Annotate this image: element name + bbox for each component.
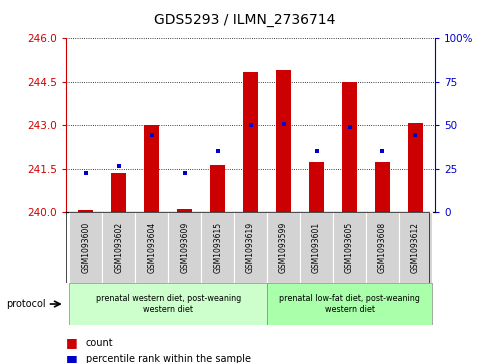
Bar	[69, 212, 102, 283]
Text: GSM1093604: GSM1093604	[147, 222, 156, 273]
Text: GSM1093602: GSM1093602	[114, 222, 123, 273]
Text: ■: ■	[66, 337, 78, 350]
Text: percentile rank within the sample: percentile rank within the sample	[85, 354, 250, 363]
Text: GSM1093615: GSM1093615	[213, 222, 222, 273]
Bar	[69, 283, 266, 325]
Text: count: count	[85, 338, 113, 348]
Text: prenatal low-fat diet, post-weaning
western diet: prenatal low-fat diet, post-weaning west…	[279, 294, 419, 314]
Bar	[144, 125, 159, 212]
Text: GDS5293 / ILMN_2736714: GDS5293 / ILMN_2736714	[154, 13, 334, 27]
Text: prenatal western diet, post-weaning
western diet: prenatal western diet, post-weaning west…	[95, 294, 240, 314]
Bar	[266, 212, 300, 283]
Text: GSM1093609: GSM1093609	[180, 222, 189, 273]
Bar	[234, 212, 266, 283]
Bar	[276, 70, 290, 212]
Bar	[243, 72, 258, 212]
Bar	[300, 212, 332, 283]
Bar	[102, 212, 135, 283]
Text: protocol: protocol	[6, 299, 45, 309]
Bar	[398, 212, 431, 283]
Bar	[332, 212, 365, 283]
Bar	[210, 165, 224, 212]
Bar	[374, 162, 389, 212]
Bar	[266, 283, 431, 325]
Text: GSM1093601: GSM1093601	[311, 222, 321, 273]
Bar	[308, 162, 323, 212]
Bar	[407, 123, 422, 212]
Bar	[365, 212, 398, 283]
Text: GSM1093608: GSM1093608	[377, 222, 386, 273]
Text: ■: ■	[66, 353, 78, 363]
Text: GSM1093600: GSM1093600	[81, 222, 90, 273]
Text: GSM1093599: GSM1093599	[279, 222, 287, 273]
Bar	[78, 210, 93, 212]
Bar	[342, 82, 356, 212]
Text: GSM1093612: GSM1093612	[410, 222, 419, 273]
Text: GSM1093619: GSM1093619	[245, 222, 255, 273]
Bar	[111, 173, 126, 212]
Bar	[201, 212, 234, 283]
Text: GSM1093605: GSM1093605	[345, 222, 353, 273]
Bar	[177, 209, 192, 212]
Bar	[135, 212, 168, 283]
Bar	[168, 212, 201, 283]
